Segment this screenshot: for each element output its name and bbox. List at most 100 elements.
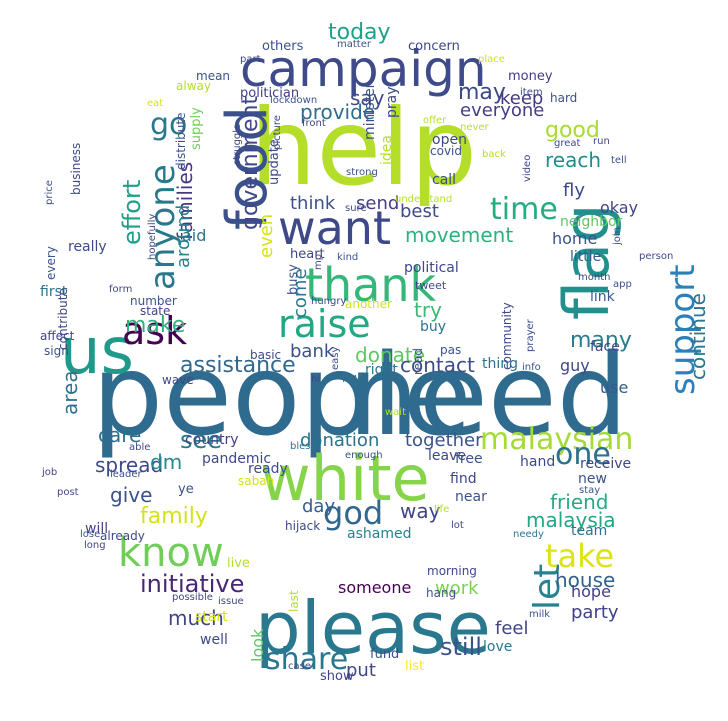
word-place: place: [478, 54, 505, 65]
word-receive: receive: [580, 456, 632, 472]
word-politician: politician: [240, 86, 300, 101]
word-money: money: [508, 69, 553, 84]
word-alway: alway: [176, 79, 211, 93]
word-start: start: [195, 609, 228, 625]
word-run: run: [593, 136, 610, 147]
word-tweet: tweet: [415, 279, 447, 292]
word-contact: contact: [400, 353, 475, 377]
word-aid: aid: [182, 226, 207, 245]
word-raise: raise: [278, 302, 371, 346]
word-app: app: [613, 279, 632, 290]
word-community: community: [500, 302, 514, 370]
word-share: share: [265, 642, 349, 677]
word-hungry: hungry: [311, 296, 347, 307]
word-possible: possible: [172, 592, 213, 603]
word-last: last: [287, 590, 301, 612]
word-business: business: [69, 142, 83, 195]
word-minister: minister: [362, 82, 378, 140]
word-day: day: [302, 496, 336, 517]
word-hope: hope: [571, 582, 611, 601]
word-covid: covid: [430, 144, 462, 158]
word-government: government: [238, 95, 263, 230]
word-affect: affect: [40, 329, 75, 343]
word-person: person: [639, 251, 674, 262]
word-ngo: ngo: [342, 371, 365, 385]
word-home: home: [552, 229, 598, 248]
word-area: area: [58, 370, 82, 415]
word-hopefully: hopefully: [147, 213, 158, 260]
word-struggle: struggle: [232, 123, 243, 165]
word-put: put: [346, 660, 376, 681]
word-party: party: [571, 602, 619, 623]
word-continue: continue: [686, 293, 710, 380]
word-family: family: [140, 504, 208, 529]
word-heart: heart: [290, 247, 325, 262]
word-state: state: [140, 304, 171, 318]
word-work: work: [435, 578, 479, 599]
word-use: use: [600, 378, 629, 397]
word-mp: mp: [313, 253, 324, 270]
word-guy: guy: [560, 356, 590, 375]
word-face: face: [590, 339, 620, 355]
word-see: see: [180, 426, 223, 454]
word-someone: someone: [338, 578, 412, 597]
word-try: try: [414, 298, 442, 322]
word-bank: bank: [290, 341, 335, 362]
word-time: time: [490, 192, 558, 227]
word-together: together: [405, 430, 483, 451]
word-will: will: [85, 521, 109, 537]
word-one: one: [555, 437, 611, 472]
word-price: price: [44, 180, 55, 205]
word-may: may: [458, 80, 506, 105]
word-open: open: [432, 132, 467, 148]
word-ask: ask: [122, 309, 188, 353]
word-movement: movement: [405, 223, 514, 247]
word-people: people: [92, 331, 472, 461]
word-offer: offer: [423, 115, 447, 126]
word-free: free: [455, 451, 483, 467]
word-month: month: [578, 272, 611, 283]
word-us: us: [60, 315, 134, 389]
word-post: post: [57, 487, 79, 498]
word-tell: tell: [611, 155, 627, 166]
word-well: well: [200, 632, 228, 648]
word-busy: busy: [286, 264, 301, 295]
word-white: white: [260, 442, 430, 515]
word-much: much: [168, 606, 224, 630]
word-pray: pray: [384, 86, 400, 118]
word-idea: idea: [379, 135, 395, 165]
word-ashamed: ashamed: [347, 526, 412, 542]
word-basic: basic: [250, 348, 282, 362]
word-little: little: [570, 249, 602, 265]
word-part: part: [240, 54, 261, 65]
word-okay: okay: [600, 198, 639, 217]
word-wait: wait: [385, 407, 407, 418]
word-hand: hand: [520, 454, 556, 470]
word-needy: needy: [513, 529, 544, 540]
word-help: help: [250, 87, 477, 209]
word-reach: reach: [545, 148, 602, 172]
word-sign: sign: [44, 344, 69, 358]
word-issue: issue: [218, 596, 244, 607]
word-ready: ready: [248, 461, 288, 477]
word-neighbor: neighbor: [560, 214, 623, 230]
word-find: find: [450, 471, 477, 487]
word-prayer: prayer: [525, 319, 536, 352]
word-malaysian: malaysian: [480, 422, 634, 457]
word-eat: eat: [147, 98, 164, 109]
word-team: team: [571, 523, 608, 539]
word-new: new: [578, 471, 607, 487]
word-never: never: [460, 122, 489, 133]
word-sabah: sabah: [238, 474, 275, 488]
word-think: think: [290, 193, 336, 214]
word-donate: donate: [355, 343, 426, 367]
word-really: really: [68, 239, 107, 255]
word-item: item: [520, 87, 543, 98]
word-kind: kind: [337, 252, 359, 263]
word-effort: effort: [118, 179, 146, 245]
word-pandemic: pandemic: [202, 451, 272, 467]
word-way: way: [400, 499, 441, 523]
word-contribute: contribute: [56, 288, 70, 350]
word-first: first: [40, 284, 68, 300]
